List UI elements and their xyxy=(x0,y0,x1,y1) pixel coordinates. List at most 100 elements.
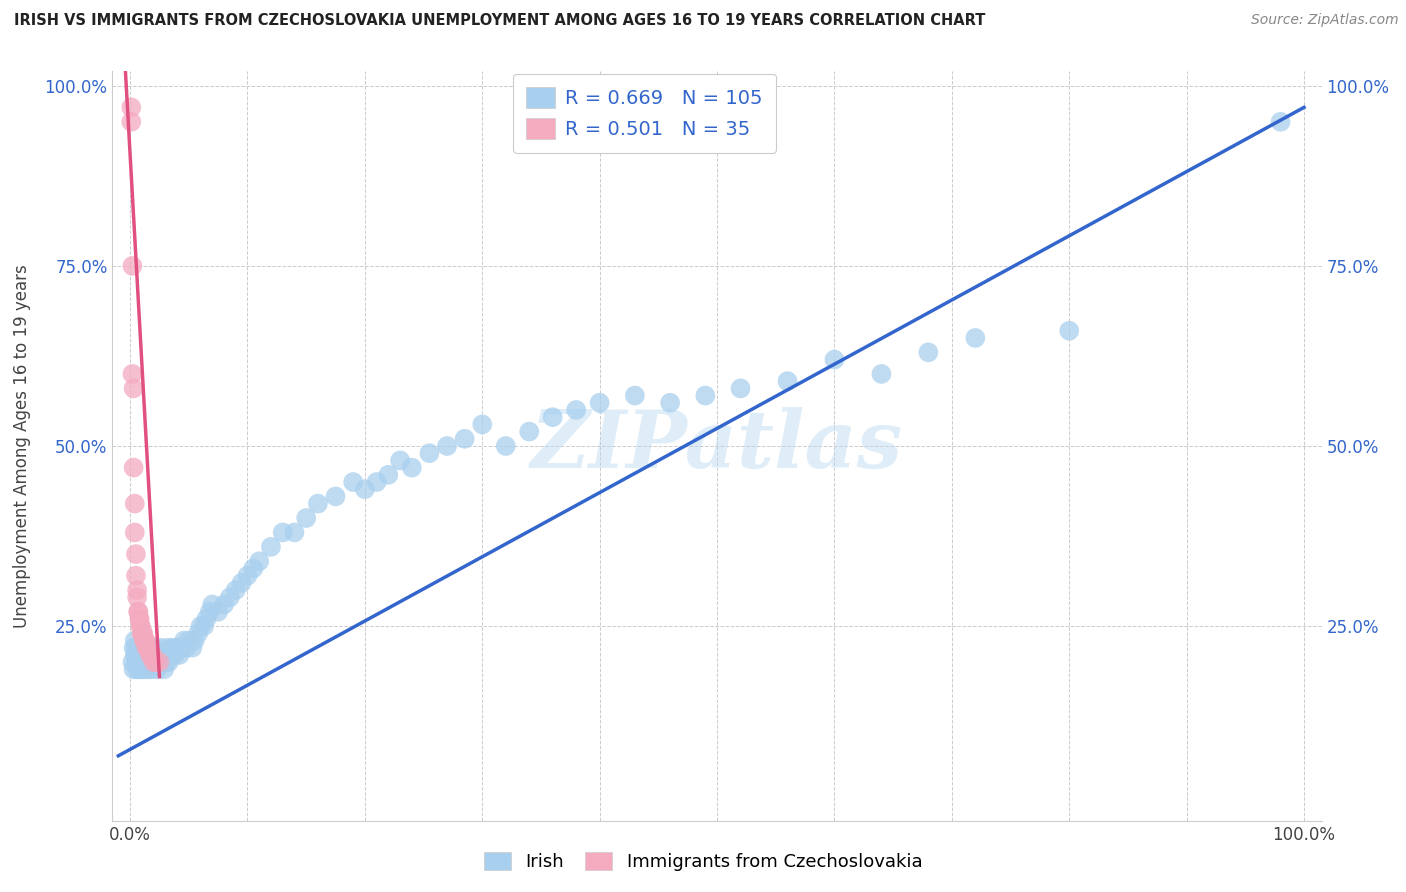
Point xyxy=(148,655,170,669)
Point xyxy=(124,648,146,662)
Point xyxy=(125,547,148,561)
Point xyxy=(917,345,939,359)
Point xyxy=(295,511,318,525)
Point xyxy=(150,655,173,669)
Point xyxy=(125,568,148,582)
Point xyxy=(129,640,152,655)
Point xyxy=(776,374,799,388)
Point xyxy=(131,662,153,676)
Point xyxy=(141,648,163,662)
Point xyxy=(198,605,221,619)
Point xyxy=(207,605,229,619)
Point xyxy=(131,626,153,640)
Point xyxy=(142,655,165,669)
Point xyxy=(156,640,179,655)
Point xyxy=(695,388,717,402)
Point xyxy=(177,633,200,648)
Point xyxy=(121,655,143,669)
Point xyxy=(134,633,156,648)
Point xyxy=(823,352,845,367)
Point xyxy=(129,619,152,633)
Point xyxy=(135,655,157,669)
Point xyxy=(389,453,412,467)
Point xyxy=(122,640,145,655)
Point xyxy=(565,403,588,417)
Point xyxy=(155,655,177,669)
Point xyxy=(122,662,145,676)
Point xyxy=(659,396,682,410)
Point xyxy=(122,381,145,395)
Point xyxy=(124,525,146,540)
Point xyxy=(271,525,294,540)
Point xyxy=(127,648,149,662)
Point xyxy=(124,633,146,648)
Point xyxy=(132,626,155,640)
Point xyxy=(176,640,198,655)
Point xyxy=(136,648,159,662)
Point xyxy=(142,640,165,655)
Point xyxy=(132,640,155,655)
Point xyxy=(325,490,347,504)
Point xyxy=(139,648,162,662)
Point xyxy=(134,655,156,669)
Point xyxy=(134,633,156,648)
Point xyxy=(136,640,159,655)
Point xyxy=(135,640,157,655)
Point xyxy=(965,331,987,345)
Point xyxy=(160,648,183,662)
Legend: R = 0.669   N = 105, R = 0.501   N = 35: R = 0.669 N = 105, R = 0.501 N = 35 xyxy=(513,73,776,153)
Point xyxy=(169,648,191,662)
Point xyxy=(145,648,167,662)
Point xyxy=(1270,115,1292,129)
Point xyxy=(141,662,163,676)
Point xyxy=(129,655,152,669)
Point xyxy=(128,612,150,626)
Point xyxy=(127,605,149,619)
Point xyxy=(149,640,172,655)
Legend: Irish, Immigrants from Czechoslovakia: Irish, Immigrants from Czechoslovakia xyxy=(477,845,929,879)
Point xyxy=(136,662,159,676)
Point xyxy=(195,612,218,626)
Point xyxy=(201,598,224,612)
Point xyxy=(152,648,174,662)
Point xyxy=(141,648,163,662)
Point xyxy=(134,648,156,662)
Point xyxy=(148,648,170,662)
Point xyxy=(132,655,155,669)
Point xyxy=(225,583,247,598)
Point xyxy=(141,648,163,662)
Point xyxy=(125,640,148,655)
Point xyxy=(134,633,156,648)
Point xyxy=(157,655,180,669)
Point xyxy=(134,648,156,662)
Point xyxy=(127,655,149,669)
Point xyxy=(283,525,305,540)
Point xyxy=(135,640,157,655)
Point xyxy=(127,640,149,655)
Point xyxy=(181,640,204,655)
Point xyxy=(131,648,153,662)
Point xyxy=(354,482,377,496)
Point xyxy=(134,633,156,648)
Point xyxy=(401,460,423,475)
Point xyxy=(155,648,177,662)
Point xyxy=(148,655,170,669)
Point xyxy=(120,115,142,129)
Point xyxy=(128,612,150,626)
Point xyxy=(134,662,156,676)
Point xyxy=(127,583,149,598)
Point xyxy=(342,475,364,489)
Point xyxy=(377,467,399,482)
Point xyxy=(624,388,647,402)
Point xyxy=(190,619,212,633)
Point xyxy=(193,619,215,633)
Text: Source: ZipAtlas.com: Source: ZipAtlas.com xyxy=(1251,13,1399,28)
Point xyxy=(138,640,160,655)
Point xyxy=(120,100,142,114)
Point xyxy=(128,648,150,662)
Point xyxy=(166,640,188,655)
Point xyxy=(242,561,264,575)
Point xyxy=(125,655,148,669)
Point xyxy=(143,655,166,669)
Point xyxy=(142,655,165,669)
